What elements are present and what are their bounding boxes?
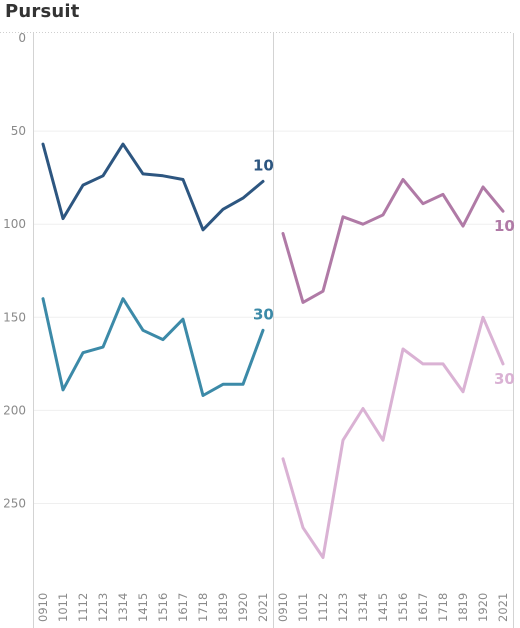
y-tick-label: 100	[3, 217, 26, 231]
panel-1: 0910 1011 1112 1213 1314 1415 1516 1617 1718 1819…	[36, 142, 274, 622]
x-tick-label: 1819	[216, 593, 230, 622]
series-line-10	[41, 142, 265, 232]
x-tick-label: 1213	[336, 593, 350, 622]
y-tick-label: 150	[3, 310, 26, 324]
series-line-30	[281, 315, 505, 559]
x-tick-label: 0910	[36, 593, 50, 622]
x-tick-label: 1415	[376, 593, 390, 622]
x-tick-label: 0910	[276, 593, 290, 622]
x-tick-label: 1819	[456, 593, 470, 622]
panel-2: 0910 1011 1112 1213 1314 1415 1516 1617 1718 1819…	[276, 178, 515, 622]
y-axis: 0 50 100 150 200 250	[3, 31, 26, 511]
series-end-label: 10	[494, 217, 515, 235]
x-tick-label: 2021	[256, 593, 270, 622]
series-end-label: 30	[494, 370, 515, 388]
x-tick-label: 1617	[176, 593, 190, 622]
chart-frame	[0, 32, 514, 628]
x-tick-label: 2021	[496, 593, 510, 622]
x-tick-label: 1718	[436, 593, 450, 622]
x-tick-label: 1617	[416, 593, 430, 622]
x-tick-label: 1718	[196, 593, 210, 622]
y-tick-label: 0	[18, 31, 26, 45]
x-tick-label: 1112	[316, 593, 330, 622]
y-tick-label: 250	[3, 497, 26, 511]
chart-panels: 0910 1011 1112 1213 1314 1415 1516 1617 1718 1819…	[36, 142, 515, 622]
x-tick-label: 1314	[116, 593, 130, 622]
series-end-label: 10	[253, 156, 274, 174]
series-end-label: 30	[253, 305, 274, 323]
x-tick-label: 1415	[136, 593, 150, 622]
x-tick-label: 1516	[396, 593, 410, 622]
x-tick-label: 1314	[356, 593, 370, 622]
x-tick-label: 1011	[56, 593, 70, 622]
x-tick-label: 1213	[96, 593, 110, 622]
y-tick-label: 50	[11, 124, 26, 138]
x-tick-label: 1011	[296, 593, 310, 622]
x-tick-label: 1920	[476, 593, 490, 622]
chart-title: Pursuit	[5, 1, 80, 22]
x-tick-label: 1516	[156, 593, 170, 622]
y-tick-label: 200	[3, 403, 26, 417]
series-line-30	[41, 297, 265, 397]
x-tick-label: 1112	[76, 593, 90, 622]
x-tick-label: 1920	[236, 593, 250, 622]
series-line-10	[281, 178, 505, 304]
